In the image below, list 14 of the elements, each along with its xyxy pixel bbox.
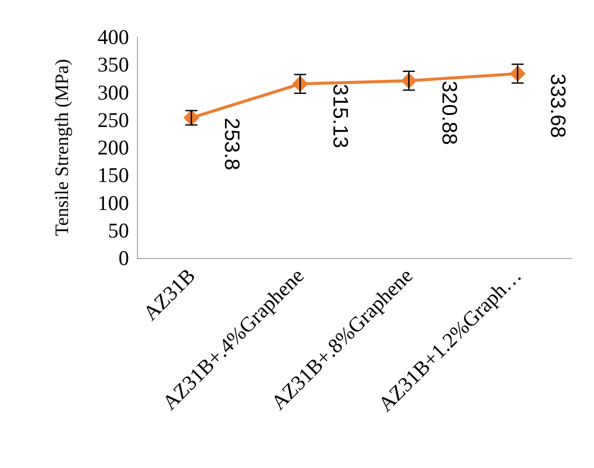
y-tick-label: 100 [98, 190, 129, 215]
y-tick-label: 350 [98, 52, 129, 77]
y-tick-label: 300 [98, 80, 129, 104]
data-label: 320.88 [437, 80, 460, 145]
y-axis-title: Tensile Strength (MPa) [52, 58, 73, 236]
y-tick-label: 150 [98, 163, 129, 188]
y-tick-label: 50 [108, 218, 129, 242]
data-label: 253.8 [220, 118, 243, 170]
y-tick-label: 200 [98, 136, 129, 160]
y-tick-label: 250 [98, 108, 129, 132]
y-tick-label: 0 [118, 246, 129, 270]
y-tick-label: 400 [98, 25, 129, 49]
data-label: 333.68 [546, 74, 570, 138]
data-label: 315.13 [328, 84, 352, 148]
